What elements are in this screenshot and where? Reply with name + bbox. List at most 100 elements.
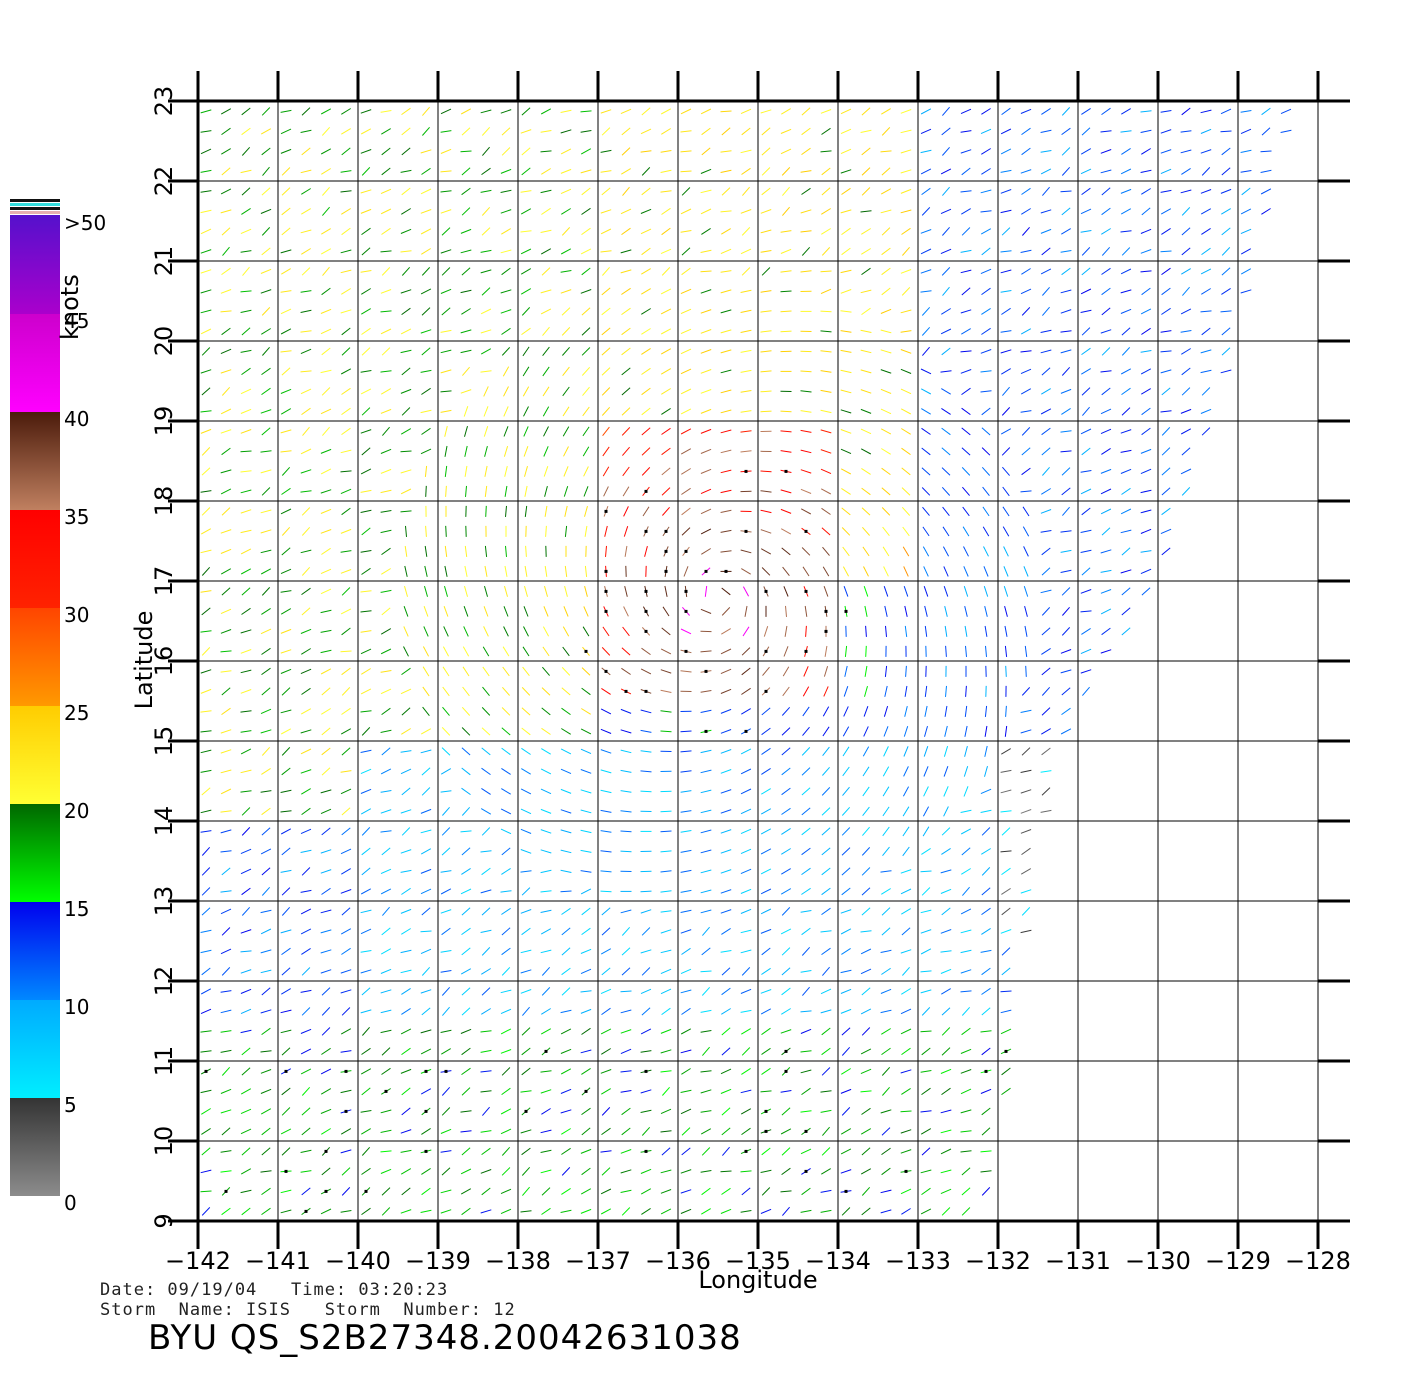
wind-vector: [1181, 387, 1191, 396]
wind-vector: [520, 808, 532, 815]
wind-vector: [781, 787, 791, 796]
wind-vector: [360, 149, 372, 154]
wind-vector: [900, 1028, 912, 1035]
wind-vector: [1220, 188, 1232, 194]
wind-vector: [820, 468, 832, 475]
wind-vector: [241, 807, 251, 816]
wind-vector: [1060, 250, 1072, 253]
wind-vector: [301, 788, 311, 795]
wind-vector: [504, 485, 508, 497]
wind-vector: [760, 410, 772, 413]
wind-vector: [601, 406, 611, 416]
x-tick-label: −141: [245, 1247, 311, 1275]
wind-vector: [500, 109, 512, 114]
wind-vector: [541, 727, 551, 735]
wind-vector: [340, 488, 352, 495]
wind-vector: [981, 827, 991, 836]
wind-vector: [400, 1209, 412, 1214]
wind-vector: [681, 187, 691, 196]
wind-vector: [1021, 268, 1031, 275]
wind-vector: [1200, 369, 1212, 374]
wind-vector: [1121, 487, 1131, 495]
wind-vector: [543, 606, 549, 617]
wind-vector: [860, 1008, 872, 1015]
wind-vector: [700, 1128, 712, 1135]
rain-flag: [644, 489, 648, 493]
wind-vector: [1221, 208, 1231, 215]
storm-info-line: Storm Name: ISIS Storm Number: 12: [100, 1300, 516, 1320]
wind-vector: [404, 585, 408, 597]
wind-vector: [581, 267, 591, 276]
wind-vector: [362, 1026, 370, 1036]
rain-flag: [644, 1149, 648, 1153]
wind-vector: [782, 1206, 790, 1216]
wind-vector: [1001, 867, 1011, 876]
wind-vector: [741, 1127, 751, 1136]
wind-vector: [822, 766, 830, 776]
wind-vector: [540, 890, 552, 893]
wind-vector: [320, 408, 332, 415]
wind-vector: [780, 450, 792, 453]
wind-vector: [861, 187, 871, 196]
wind-vector: [260, 409, 272, 414]
rain-flag: [784, 1069, 788, 1073]
wind-vector: [940, 869, 952, 874]
rain-flag: [444, 1069, 448, 1073]
wind-vector: [740, 108, 752, 115]
wind-vector: [1221, 327, 1231, 336]
wind-vector: [581, 708, 591, 715]
wind-vector: [340, 269, 352, 274]
wind-vector: [380, 468, 392, 474]
wind-vector: [901, 487, 911, 496]
wind-vector: [1040, 168, 1052, 175]
wind-vector: [541, 687, 551, 696]
wind-vector: [301, 208, 311, 215]
wind-vector: [420, 948, 432, 955]
wind-vector: [1021, 147, 1031, 156]
wind-vector: [621, 287, 631, 295]
wind-vector: [961, 328, 971, 335]
wind-vector: [381, 568, 391, 575]
wind-vector: [580, 169, 592, 174]
wind-vector: [300, 549, 312, 554]
wind-vector: [900, 368, 912, 374]
wind-vector: [1061, 147, 1071, 156]
x-tick-label: −129: [1205, 1247, 1271, 1275]
wind-vector: [222, 246, 230, 256]
wind-vector: [503, 626, 509, 637]
wind-vector: [400, 169, 412, 173]
wind-vector: [320, 508, 332, 514]
wind-vector: [420, 409, 432, 414]
wind-vector: [823, 586, 829, 597]
wind-vector: [301, 1086, 311, 1096]
wind-vector: [560, 849, 572, 854]
wind-vector: [881, 888, 891, 895]
wind-vector: [601, 1007, 611, 1016]
wind-vector: [1121, 347, 1131, 356]
wind-vector: [781, 868, 791, 875]
wind-vector: [1180, 130, 1192, 133]
wind-vector: [1100, 370, 1112, 373]
wind-vector: [361, 668, 371, 675]
wind-vector: [881, 1066, 891, 1076]
wind-vector: [661, 267, 671, 276]
wind-vector: [801, 847, 811, 856]
wind-vector: [522, 346, 530, 357]
wind-vector: [961, 1027, 971, 1036]
wind-vector: [1261, 127, 1271, 136]
wind-vector: [221, 167, 231, 176]
legend-overflow-stripe: [10, 211, 60, 214]
wind-vector: [521, 147, 531, 156]
rain-flag: [764, 1129, 768, 1133]
wind-vector: [424, 465, 428, 477]
wind-vector: [261, 647, 271, 655]
wind-vector: [463, 606, 469, 617]
wind-vector: [901, 467, 911, 476]
wind-vector: [280, 508, 292, 515]
wind-vector: [1061, 587, 1071, 596]
wind-vector: [381, 147, 391, 156]
wind-vector: [941, 486, 951, 496]
wind-vector: [200, 249, 212, 254]
wind-vector: [981, 108, 991, 115]
wind-vector: [783, 586, 789, 597]
